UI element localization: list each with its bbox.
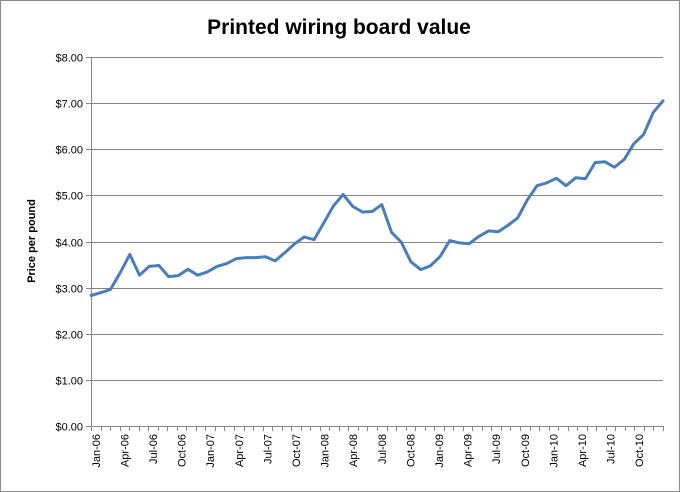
x-tick-label: Oct-10 (634, 434, 646, 467)
y-tick-label: $6.00 (55, 145, 83, 157)
x-tick-label: Oct-09 (520, 434, 532, 467)
x-tick-label: Jan-06 (91, 434, 103, 468)
x-tick-label: Apr-06 (119, 434, 131, 467)
chart-title: Printed wiring board value (207, 16, 471, 39)
x-tick-label: Apr-10 (577, 434, 589, 467)
y-axis-label: Price per pound (26, 199, 38, 283)
x-tick-label: Jan-07 (205, 434, 217, 468)
y-tick-label: $5.00 (55, 191, 83, 203)
y-tick-label: $8.00 (55, 53, 83, 65)
y-tick-label: $3.00 (55, 284, 83, 296)
y-tick-label: $1.00 (55, 376, 83, 388)
x-tick-label: Jan-09 (434, 434, 446, 468)
x-tick-label: Jul-10 (606, 434, 618, 464)
x-tick-label: Oct-08 (405, 434, 417, 467)
x-tick-label: Oct-07 (291, 434, 303, 467)
gridlines (91, 57, 663, 381)
x-tick-label: Jul-07 (262, 434, 274, 464)
x-tick-label: Jan-08 (320, 434, 332, 468)
x-tick-label: Oct-06 (177, 434, 189, 467)
x-tick-label: Jan-10 (548, 434, 560, 468)
x-tick-label: Apr-07 (234, 434, 246, 467)
y-tick-label: $4.00 (55, 238, 83, 250)
y-tick-label: $2.00 (55, 330, 83, 342)
x-tick-label: Jul-08 (377, 434, 389, 464)
series-line (89, 99, 665, 297)
y-axis-ticks: $0.00 $1.00 $2.00 $3.00 $4.00 $5.00 $6.00 $7.00… (55, 53, 91, 434)
x-axis-ticks: Jan-06 Apr-06 Jul-06 Oct-06 Jan-07 Apr-07 Jul-… (91, 426, 664, 468)
x-tick-label: Apr-09 (463, 434, 475, 467)
y-tick-label: $7.00 (55, 99, 83, 111)
x-tick-label: Jul-09 (491, 434, 503, 464)
y-tick-label: $0.00 (55, 422, 83, 434)
x-tick-label: Jul-06 (148, 434, 160, 464)
x-tick-label: Apr-08 (348, 434, 360, 467)
